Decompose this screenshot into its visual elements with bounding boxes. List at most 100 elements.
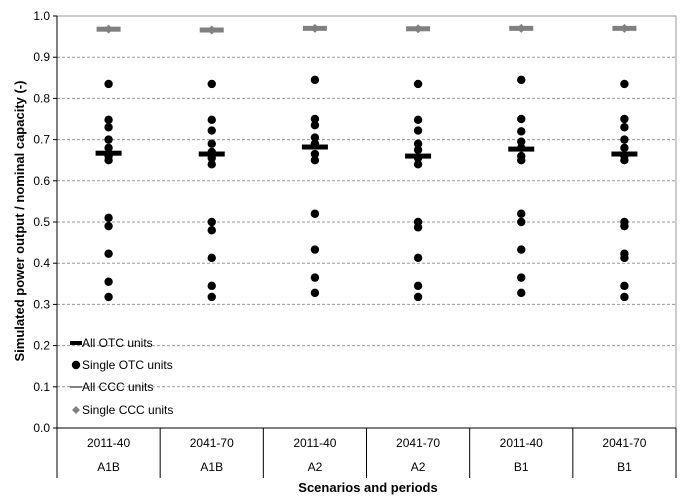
x-category-period: 2011-40 [87, 436, 130, 450]
single-ccc-diamond [413, 24, 423, 34]
single-otc-dot [104, 213, 113, 223]
data-marks [95, 23, 638, 302]
single-otc-dot [413, 79, 423, 89]
y-tick-label: 1.0 [33, 9, 50, 23]
y-tick-label: 0.9 [33, 50, 50, 64]
legend-label: All CCC units [82, 380, 153, 394]
single-otc-dot [620, 79, 629, 89]
single-otc-dot [517, 217, 526, 227]
x-axis-categories: 2011-40 A1B 2041-70 A1B 2011-40 A2 2041-70 A2 20… [87, 436, 647, 474]
y-axis-title: Simulated power output / nominal capacit… [12, 81, 27, 362]
single-otc-dot [310, 288, 320, 298]
single-otc-dot [620, 135, 629, 144]
single-otc-dot [104, 115, 113, 125]
single-otc-dot [413, 281, 423, 291]
single-otc-dot [413, 253, 423, 263]
single-otc-dot [517, 156, 526, 165]
legend-swatch-all-otc [70, 341, 82, 345]
single-ccc-diamond [310, 23, 320, 33]
single-otc-dot [517, 127, 526, 136]
all-otc-mark [95, 150, 122, 156]
y-tick-label: 0.6 [33, 174, 50, 188]
single-otc-dot [620, 156, 629, 165]
single-ccc-diamond [207, 25, 217, 35]
legend-swatch-single-ccc [72, 406, 80, 414]
single-otc-dot [310, 156, 320, 165]
single-otc-dot [620, 221, 629, 231]
y-tick-label: 0.2 [33, 339, 50, 353]
x-category-scenario: A2 [411, 460, 426, 474]
single-otc-dot [207, 79, 216, 89]
single-otc-dot [104, 277, 113, 286]
all-otc-mark [508, 146, 535, 152]
single-otc-dot [413, 160, 423, 169]
single-otc-dot [620, 143, 629, 153]
single-otc-dot [413, 126, 423, 135]
single-otc-dot [517, 114, 526, 124]
y-axis-ticks: 0.0 0.1 0.2 0.3 0.4 0.5 0.6 0.7 0.8 0.9 1.0 [33, 9, 57, 435]
x-category-scenario: A1B [97, 460, 120, 474]
single-otc-dot [207, 115, 216, 125]
single-otc-dot [517, 245, 526, 254]
single-otc-dot [620, 281, 629, 291]
single-otc-dot [207, 160, 216, 169]
x-category-scenario: B1 [617, 460, 632, 474]
legend-label: All OTC units [82, 336, 153, 350]
single-otc-dot [104, 135, 113, 144]
all-otc-mark [198, 151, 225, 157]
single-otc-dot [207, 253, 216, 263]
single-otc-dot [310, 120, 320, 130]
x-category-scenario: B1 [514, 460, 529, 474]
single-otc-dot [104, 249, 113, 258]
single-otc-dot [310, 114, 320, 124]
x-category-period: 2011-40 [500, 436, 543, 450]
single-otc-dot [413, 292, 423, 302]
single-otc-dot [413, 115, 423, 125]
single-otc-dot [310, 209, 320, 218]
x-category-scenario: A2 [308, 460, 323, 474]
single-otc-dot [207, 217, 216, 227]
single-otc-dot [207, 139, 216, 148]
single-otc-dot [310, 149, 320, 159]
single-otc-dot [517, 273, 526, 282]
gridlines [57, 56, 676, 388]
all-otc-mark [301, 144, 328, 150]
single-otc-dot [207, 281, 216, 291]
y-tick-label: 0.3 [33, 297, 50, 311]
single-otc-dot [413, 145, 423, 155]
single-otc-dot [413, 139, 423, 148]
single-otc-dot [413, 223, 423, 232]
single-otc-dot [620, 114, 629, 124]
y-tick-label: 0.0 [33, 421, 50, 435]
single-otc-dot [207, 226, 216, 235]
x-category-scenario: A1B [200, 460, 223, 474]
legend-label: Single OTC units [82, 358, 173, 372]
single-otc-dot [104, 123, 113, 132]
legend-swatch-all-ccc [70, 386, 82, 388]
all-otc-mark [611, 151, 638, 157]
y-tick-label: 0.8 [33, 91, 50, 105]
legend: All OTC units Single OTC units All CCC uni… [70, 336, 173, 417]
single-otc-dot [620, 123, 629, 132]
x-category-period: 2041-70 [190, 436, 234, 450]
single-otc-dot [620, 292, 629, 302]
single-otc-dot [620, 253, 629, 263]
single-otc-dot [517, 288, 526, 298]
all-otc-mark [405, 153, 432, 159]
single-otc-dot [104, 221, 113, 231]
x-category-period: 2041-70 [602, 436, 646, 450]
single-otc-dot [207, 126, 216, 135]
single-otc-dot [517, 209, 526, 218]
x-category-period: 2011-40 [293, 436, 336, 450]
legend-swatch-single-otc [71, 360, 81, 370]
single-otc-dot [517, 75, 526, 85]
legend-label: Single CCC units [82, 403, 173, 417]
single-ccc-diamond [104, 24, 114, 34]
y-tick-label: 0.7 [33, 133, 50, 147]
single-otc-dot [310, 133, 320, 142]
single-ccc-diamond [516, 23, 526, 33]
single-otc-dot [310, 273, 320, 282]
single-otc-dot [310, 245, 320, 254]
single-otc-dot [104, 79, 113, 89]
